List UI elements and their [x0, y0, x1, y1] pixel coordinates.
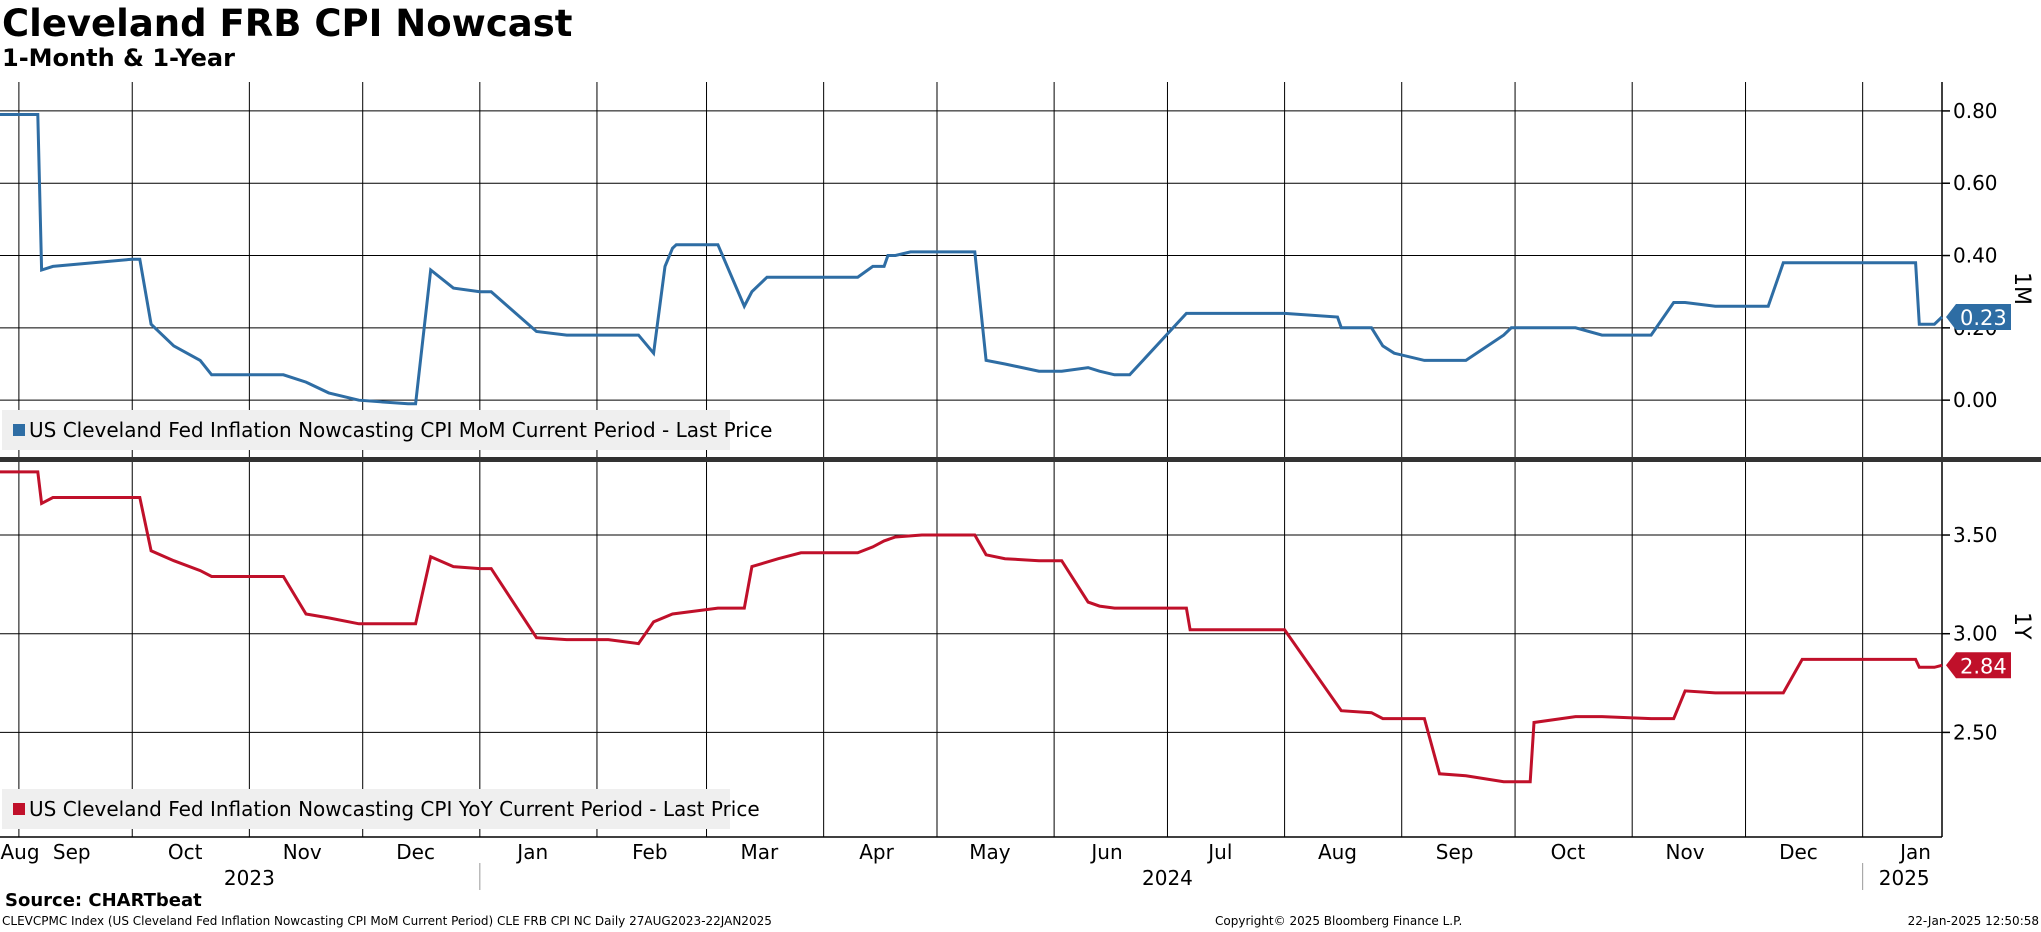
legend-box: [2, 789, 730, 829]
x-tick-label: Sep: [1436, 840, 1474, 864]
footer-description: CLEVCPMC Index (US Cleveland Fed Inflati…: [2, 914, 772, 928]
x-tick-label: Dec: [1779, 840, 1818, 864]
y-tick-label: 0.60: [1953, 171, 1998, 195]
x-tick-label: Oct: [168, 840, 203, 864]
panel-label: 1M: [2009, 272, 2034, 305]
x-tick-label: Oct: [1551, 840, 1586, 864]
y-tick-label: 3.50: [1953, 523, 1998, 547]
y-tick-label: 3.00: [1953, 622, 1998, 646]
x-tick-label: Mar: [741, 840, 780, 864]
y-tick-label: 0.80: [1953, 99, 1998, 123]
legend-label: US Cleveland Fed Inflation Nowcasting CP…: [29, 797, 760, 821]
x-tick-label: Dec: [396, 840, 435, 864]
axes: [0, 82, 2041, 890]
x-tick-label: Nov: [1666, 840, 1705, 864]
x-tick-label: Nov: [283, 840, 322, 864]
last-value-badge: [1946, 652, 2011, 679]
footer-timestamp: 22-Jan-2025 12:50:58: [1907, 914, 2039, 928]
year-label: 2023: [224, 866, 275, 890]
x-tick-label: Feb: [632, 840, 667, 864]
y-tick-label: 0.00: [1953, 388, 1998, 412]
axis-labels: 0.000.200.400.600.800.231M2.503.003.502.…: [0, 99, 2034, 890]
series-line-1M: [0, 113, 1944, 406]
chart-subtitle: 1-Month & 1-Year: [2, 44, 235, 72]
legend-label: US Cleveland Fed Inflation Nowcasting CP…: [29, 418, 772, 442]
x-tick-label: Jul: [1206, 840, 1232, 864]
series-line-1Y: [0, 470, 1943, 784]
panel-label: 1Y: [2009, 612, 2034, 640]
x-tick-label: Aug: [0, 840, 39, 864]
series-lines: [0, 113, 1944, 784]
legend-swatch: [13, 424, 25, 436]
x-tick-label: Jun: [1089, 840, 1122, 864]
year-label: 2025: [1879, 866, 1930, 890]
x-tick-label: Jan: [515, 840, 548, 864]
legends: US Cleveland Fed Inflation Nowcasting CP…: [2, 410, 772, 829]
footer-copyright: Copyright© 2025 Bloomberg Finance L.P.: [1215, 914, 1463, 928]
last-value-label: 2.84: [1960, 654, 2007, 678]
x-tick-label: Jan: [1898, 840, 1931, 864]
legend-swatch: [13, 803, 25, 815]
chart-title: Cleveland FRB CPI Nowcast: [2, 2, 573, 45]
panel-divider: [0, 457, 2041, 462]
x-tick-label: Sep: [53, 840, 91, 864]
x-tick-label: Aug: [1318, 840, 1357, 864]
year-label: 2024: [1142, 866, 1193, 890]
last-value-badge: [1946, 304, 2011, 330]
x-tick-label: May: [969, 840, 1011, 864]
legend-box: [2, 410, 730, 450]
source-note: Source: CHARTbeat: [5, 890, 202, 911]
y-tick-label: 2.50: [1953, 720, 1998, 744]
x-tick-label: Apr: [859, 840, 894, 864]
last-value-label: 0.23: [1960, 306, 2007, 330]
y-tick-label: 0.40: [1953, 244, 1998, 268]
